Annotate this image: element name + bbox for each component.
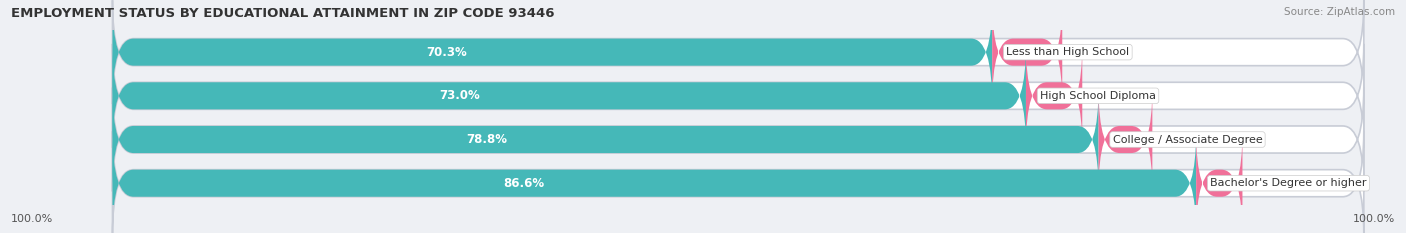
- Text: 3.7%: 3.7%: [1260, 177, 1289, 190]
- FancyBboxPatch shape: [112, 44, 1364, 148]
- Text: 70.3%: 70.3%: [426, 46, 467, 59]
- FancyBboxPatch shape: [112, 88, 1364, 192]
- Text: 100.0%: 100.0%: [1353, 214, 1395, 224]
- Text: 100.0%: 100.0%: [11, 214, 53, 224]
- FancyBboxPatch shape: [112, 44, 1026, 148]
- Text: 73.0%: 73.0%: [439, 89, 479, 102]
- Text: College / Associate Degree: College / Associate Degree: [1112, 134, 1263, 144]
- Text: 4.5%: 4.5%: [1099, 89, 1129, 102]
- FancyBboxPatch shape: [112, 131, 1364, 233]
- Text: 78.8%: 78.8%: [467, 133, 508, 146]
- FancyBboxPatch shape: [1197, 131, 1243, 233]
- Text: 86.6%: 86.6%: [503, 177, 546, 190]
- Text: Less than High School: Less than High School: [1007, 47, 1129, 57]
- Text: 4.3%: 4.3%: [1170, 133, 1199, 146]
- FancyBboxPatch shape: [1026, 44, 1083, 148]
- FancyBboxPatch shape: [112, 88, 1098, 192]
- Text: Source: ZipAtlas.com: Source: ZipAtlas.com: [1284, 7, 1395, 17]
- FancyBboxPatch shape: [1098, 88, 1153, 192]
- Text: 5.6%: 5.6%: [1080, 46, 1109, 59]
- FancyBboxPatch shape: [993, 0, 1063, 104]
- Text: Bachelor's Degree or higher: Bachelor's Degree or higher: [1211, 178, 1367, 188]
- Text: High School Diploma: High School Diploma: [1040, 91, 1156, 101]
- Text: EMPLOYMENT STATUS BY EDUCATIONAL ATTAINMENT IN ZIP CODE 93446: EMPLOYMENT STATUS BY EDUCATIONAL ATTAINM…: [11, 7, 555, 20]
- FancyBboxPatch shape: [112, 0, 1364, 104]
- FancyBboxPatch shape: [112, 131, 1197, 233]
- FancyBboxPatch shape: [112, 0, 993, 104]
